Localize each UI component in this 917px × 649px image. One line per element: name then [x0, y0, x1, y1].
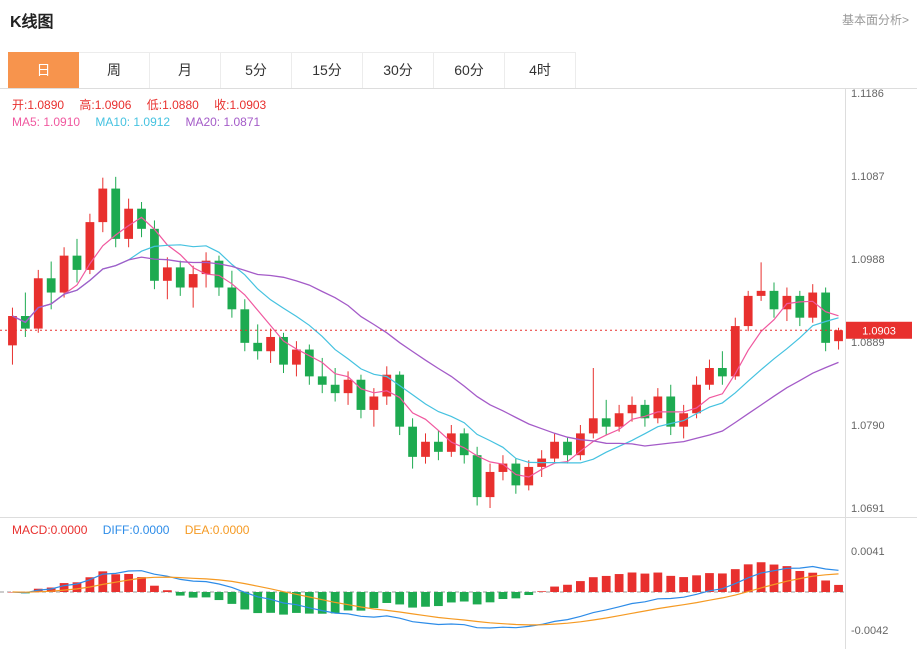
ma-legend: MA5: 1.0910 MA10: 1.0912 MA20: 1.0871	[12, 115, 272, 129]
page-title: K线图	[10, 14, 54, 31]
tab-4hour[interactable]: 4时	[505, 52, 576, 88]
macd-axis-labels: 0.0041 -0.0042	[851, 546, 888, 637]
high-value: 高:1.0906	[79, 98, 132, 112]
ma5-value: MA5: 1.0910	[12, 115, 81, 129]
dea-line	[12, 573, 839, 626]
tab-5min[interactable]: 5分	[221, 52, 292, 88]
macd-histogram	[8, 562, 843, 615]
svg-text:1.0903: 1.0903	[862, 325, 896, 337]
macd-chart[interactable]: 0.0041 -0.0042	[0, 518, 917, 649]
tab-month[interactable]: 月	[150, 52, 221, 88]
macd-legend: MACD:0.0000 DIFF:0.0000 DEA:0.0000	[12, 523, 261, 537]
svg-text:0.0041: 0.0041	[851, 546, 885, 558]
svg-text:1.0691: 1.0691	[851, 503, 885, 515]
tab-day[interactable]: 日	[8, 52, 79, 88]
dea-value: DEA:0.0000	[184, 523, 250, 537]
diff-value: DIFF:0.0000	[102, 523, 170, 537]
ohlc-legend: 开:1.0890 高:1.0906 低:1.0880 收:1.0903	[12, 96, 278, 113]
close-value: 收:1.0903	[214, 98, 267, 112]
ma20-line	[12, 256, 839, 447]
ma10-value: MA10: 1.0912	[95, 115, 171, 129]
svg-text:-0.0042: -0.0042	[851, 625, 888, 637]
low-value: 低:1.0880	[146, 98, 199, 112]
current-price-tag: 1.0903	[846, 321, 912, 339]
ma10-line	[12, 244, 839, 464]
candlestick-chart[interactable]: 1.1186 1.1087 1.0988 1.0889 1.0790 1.0691 1.09…	[0, 88, 917, 518]
diff-line	[12, 565, 839, 629]
svg-text:1.0889: 1.0889	[851, 337, 885, 349]
price-axis-labels: 1.1186 1.1087 1.0988 1.0889 1.0790 1.0691	[851, 88, 885, 515]
open-value: 开:1.0890	[12, 98, 65, 112]
ma20-value: MA20: 1.0871	[185, 115, 261, 129]
ma5-line	[12, 216, 839, 478]
tab-15min[interactable]: 15分	[292, 52, 363, 88]
svg-text:1.1087: 1.1087	[851, 171, 885, 183]
macd-value: MACD:0.0000	[12, 523, 88, 537]
tab-week[interactable]: 周	[79, 52, 150, 88]
period-tabs: 日周月 5分 15分 30分 60分 4时	[8, 52, 576, 88]
header: K线图 基本面分析>	[0, 0, 917, 40]
tab-60min[interactable]: 60分	[434, 52, 505, 88]
svg-text:1.0790: 1.0790	[851, 420, 885, 432]
tab-30min[interactable]: 30分	[363, 52, 434, 88]
svg-text:1.1186: 1.1186	[851, 88, 884, 100]
svg-text:1.0988: 1.0988	[851, 254, 885, 266]
candles	[8, 176, 843, 508]
fundamental-analysis-link[interactable]: 基本面分析>	[841, 13, 909, 27]
